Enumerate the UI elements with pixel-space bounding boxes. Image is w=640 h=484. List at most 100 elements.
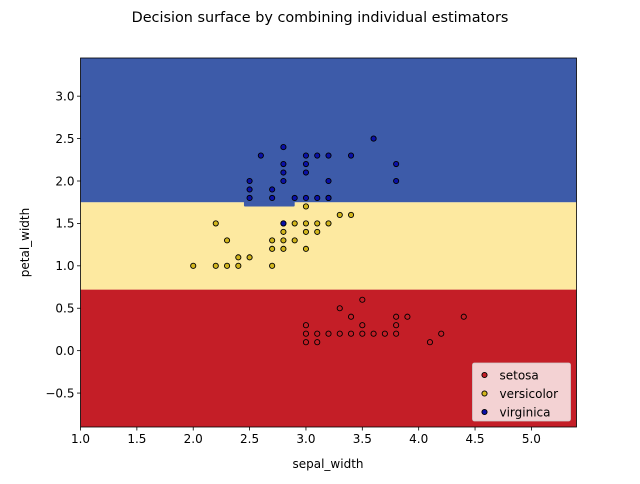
y-tick-label: 0.5 [55,302,74,316]
legend-label-setosa: setosa [500,368,539,382]
y-axis: −0.5 0.0 0.5 1.0 1.5 2.0 2.5 3.0 [45,89,81,400]
point-versicolor [314,220,321,227]
point-virginica [347,152,355,159]
point-setosa [336,305,343,312]
point-virginica [302,194,310,202]
point-virginica [393,160,400,168]
point-versicolor [302,228,310,235]
point-versicolor [291,237,298,244]
point-versicolor [280,228,287,235]
point-versicolor [235,254,242,261]
x-axis-label: sepal_width [292,457,363,471]
legend-label-virginica: virginica [500,405,551,419]
point-versicolor [212,220,219,227]
point-virginica [393,177,400,185]
point-virginica [280,144,287,151]
point-versicolor [302,245,310,252]
point-versicolor [302,203,310,210]
point-virginica [246,177,253,185]
point-setosa [314,339,321,346]
point-virginica [370,135,377,142]
point-setosa [314,330,321,337]
x-tick-label: 1.5 [127,432,146,446]
point-setosa [460,313,467,320]
point-versicolor [223,237,231,244]
x-tick-label: 2.0 [184,432,203,446]
y-axis-label: petal_width [18,208,32,277]
point-setosa [302,330,310,337]
point-setosa [359,296,366,303]
x-tick-label: 4.5 [465,432,484,446]
y-tick-label: 1.0 [55,259,74,273]
point-virginica [325,152,332,159]
point-versicolor [347,211,355,218]
point-virginica [280,160,287,168]
point-virginica [269,186,276,193]
point-setosa [347,330,355,337]
y-tick-label: 2.0 [55,174,74,188]
point-versicolor [302,220,310,227]
x-tick-label: 1.0 [71,432,90,446]
point-virginica [257,152,264,159]
point-setosa [438,330,445,337]
point-versicolor [314,228,321,235]
point-versicolor [235,262,242,269]
point-versicolor [223,262,231,269]
x-tick-label: 2.5 [240,432,259,446]
point-setosa [370,330,377,337]
region-virginica-notch [243,201,295,207]
plot-area [80,58,577,427]
point-virginica [280,220,287,227]
point-virginica [269,194,276,202]
x-tick-label: 4.0 [409,432,428,446]
point-setosa [393,313,400,320]
point-virginica [325,194,332,202]
point-setosa [426,339,434,346]
legend-box [472,362,571,422]
y-tick-label: 1.5 [55,217,74,231]
legend: setosa versicolor virginica [472,362,571,422]
point-setosa [302,322,310,329]
point-setosa [336,330,343,337]
point-setosa [393,322,400,329]
point-versicolor [269,262,276,269]
point-virginica [246,194,253,202]
legend-label-versicolor: versicolor [500,387,559,401]
point-versicolor [269,237,276,244]
point-setosa [404,313,411,320]
point-setosa [381,330,388,337]
point-setosa [359,330,366,337]
point-virginica [314,194,321,202]
point-versicolor [280,245,287,252]
legend-marker-virginica [481,408,488,416]
point-virginica [280,177,287,185]
y-tick-label: 3.0 [55,89,74,103]
point-versicolor [246,254,253,261]
point-versicolor [336,211,343,218]
point-setosa [347,313,355,320]
point-virginica [302,169,310,176]
y-tick-label: 0.0 [55,344,74,358]
legend-marker-versicolor [481,390,488,397]
point-virginica [280,169,287,176]
point-versicolor [280,237,287,244]
point-versicolor [325,220,332,227]
region-versicolor [80,202,577,290]
point-virginica [302,160,310,168]
point-virginica [246,186,253,193]
x-tick-label: 3.5 [353,432,372,446]
x-tick-label: 3.0 [296,432,315,446]
y-tick-label: 2.5 [55,132,74,146]
point-versicolor [190,262,197,269]
point-versicolor [212,262,219,269]
point-setosa [325,330,332,337]
chart-title: Decision surface by combining individual… [132,10,509,26]
point-virginica [302,152,310,159]
legend-marker-setosa [481,371,488,379]
point-setosa [359,322,366,329]
plot-frame [80,57,577,428]
point-virginica [314,152,321,159]
point-virginica [291,194,298,202]
point-setosa [302,339,310,346]
